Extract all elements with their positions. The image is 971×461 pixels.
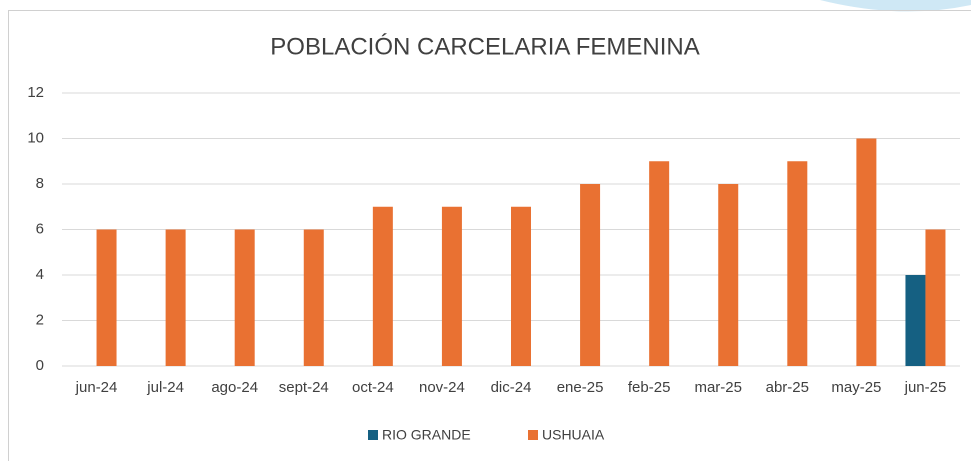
y-tick-label: 10	[27, 129, 44, 146]
bar	[905, 275, 926, 366]
x-tick-label: dic-24	[491, 379, 532, 396]
x-tick-label: mar-25	[694, 379, 742, 396]
bar	[718, 184, 739, 366]
y-tick-label: 2	[36, 311, 44, 328]
y-tick-label: 8	[36, 175, 44, 192]
legend-swatch	[528, 430, 538, 440]
x-tick-label: ene-25	[557, 379, 604, 396]
x-tick-label: oct-24	[352, 379, 394, 396]
x-tick-label: jun-25	[904, 379, 947, 396]
legend-swatch	[368, 430, 378, 440]
bar	[96, 229, 117, 366]
y-tick-label: 12	[27, 84, 44, 101]
y-tick-label: 4	[36, 266, 44, 283]
x-tick-label: feb-25	[628, 379, 671, 396]
legend-label: USHUAIA	[542, 427, 605, 443]
y-tick-label: 6	[36, 220, 44, 237]
x-tick-label: jun-24	[75, 379, 118, 396]
bar	[856, 138, 877, 366]
chart-title: POBLACIÓN CARCELARIA FEMENINA	[270, 33, 699, 60]
bar	[234, 229, 255, 366]
x-tick-label: may-25	[831, 379, 881, 396]
legend-label: RIO GRANDE	[382, 427, 471, 443]
y-tick-label: 0	[36, 357, 44, 374]
x-tick-label: nov-24	[419, 379, 465, 396]
decoration	[820, 0, 971, 12]
x-tick-label: jul-24	[146, 379, 184, 396]
bar	[511, 206, 531, 366]
bar	[165, 229, 186, 366]
x-tick-label: sept-24	[279, 379, 329, 396]
x-tick-label: ago-24	[211, 379, 258, 396]
bar	[925, 229, 946, 366]
bar	[303, 229, 324, 366]
chart-border	[8, 10, 971, 461]
x-tick-label: abr-25	[766, 379, 809, 396]
bar	[441, 206, 462, 366]
bar	[580, 184, 601, 366]
bar	[649, 161, 670, 366]
bar	[372, 206, 393, 366]
bar	[787, 161, 808, 366]
